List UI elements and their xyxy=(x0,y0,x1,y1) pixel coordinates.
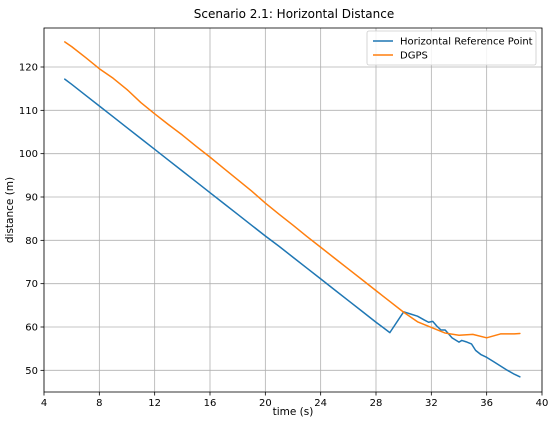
legend-box xyxy=(366,30,537,66)
plot-frame xyxy=(43,27,543,393)
x-axis-label: time (s) xyxy=(273,406,314,418)
x-tick-label: 40 xyxy=(536,398,549,409)
x-tick-label: 32 xyxy=(425,398,438,409)
x-tick-label: 28 xyxy=(370,398,383,409)
y-axis-ticks: 50 60 70 80 90 100 110 120 xyxy=(19,63,44,377)
chart-title: Scenario 2.1: Horizontal Distance xyxy=(194,7,394,21)
x-tick-label: 8 xyxy=(96,398,102,409)
series-line-horizontal-reference-point xyxy=(64,78,521,378)
x-tick-label: 24 xyxy=(314,398,327,409)
y-tick-label: 100 xyxy=(19,149,38,160)
y-tick-label: 60 xyxy=(25,323,38,334)
series-layer xyxy=(64,41,521,378)
legend-label: DGPS xyxy=(400,51,428,62)
x-axis-ticks: 4 8 12 16 20 24 28 32 36 40 xyxy=(41,392,549,409)
x-tick-label: 20 xyxy=(259,398,272,409)
x-tick-label: 36 xyxy=(480,398,493,409)
y-tick-label: 80 xyxy=(25,236,38,247)
legend: Horizontal Reference Point DGPS xyxy=(366,30,537,66)
y-tick-label: 120 xyxy=(19,63,38,74)
y-axis-label: distance (m) xyxy=(4,177,16,243)
x-tick-label: 16 xyxy=(204,398,217,409)
y-tick-label: 90 xyxy=(25,193,38,204)
x-tick-label: 12 xyxy=(148,398,161,409)
y-tick-label: 50 xyxy=(25,366,38,377)
x-tick-label: 4 xyxy=(41,398,47,409)
legend-label: Horizontal Reference Point xyxy=(400,37,533,48)
y-tick-label: 110 xyxy=(19,106,38,117)
grid xyxy=(43,28,543,392)
y-tick-label: 70 xyxy=(25,279,38,290)
series-line-dgps xyxy=(64,41,521,339)
